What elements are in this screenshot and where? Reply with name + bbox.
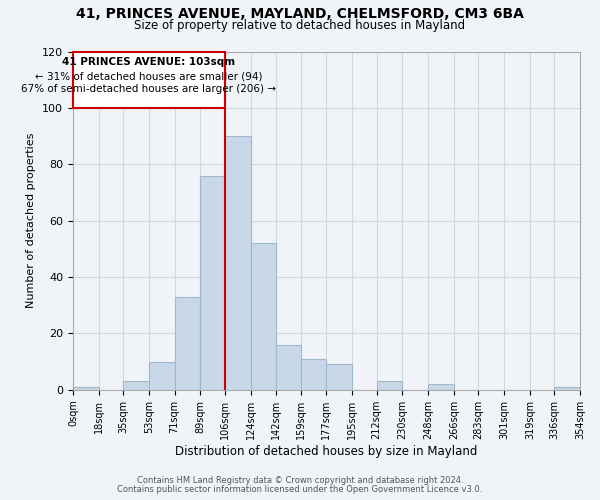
Text: Size of property relative to detached houses in Mayland: Size of property relative to detached ho… <box>134 18 466 32</box>
Bar <box>175 297 200 390</box>
Y-axis label: Number of detached properties: Number of detached properties <box>26 133 37 308</box>
Bar <box>301 359 326 390</box>
Bar <box>554 387 580 390</box>
Bar <box>73 387 98 390</box>
Text: Contains HM Land Registry data © Crown copyright and database right 2024.: Contains HM Land Registry data © Crown c… <box>137 476 463 485</box>
Bar <box>428 384 454 390</box>
Bar <box>377 382 403 390</box>
Bar <box>73 52 225 108</box>
X-axis label: Distribution of detached houses by size in Mayland: Distribution of detached houses by size … <box>175 444 478 458</box>
Bar <box>149 362 175 390</box>
Bar <box>326 364 352 390</box>
Text: Contains public sector information licensed under the Open Government Licence v3: Contains public sector information licen… <box>118 484 482 494</box>
Text: 41, PRINCES AVENUE, MAYLAND, CHELMSFORD, CM3 6BA: 41, PRINCES AVENUE, MAYLAND, CHELMSFORD,… <box>76 8 524 22</box>
Bar <box>251 243 277 390</box>
Bar <box>123 382 149 390</box>
Bar <box>277 344 301 390</box>
Bar <box>200 176 225 390</box>
Text: 67% of semi-detached houses are larger (206) →: 67% of semi-detached houses are larger (… <box>22 84 277 94</box>
Bar <box>225 136 251 390</box>
Text: ← 31% of detached houses are smaller (94): ← 31% of detached houses are smaller (94… <box>35 71 263 81</box>
Text: 41 PRINCES AVENUE: 103sqm: 41 PRINCES AVENUE: 103sqm <box>62 57 235 67</box>
